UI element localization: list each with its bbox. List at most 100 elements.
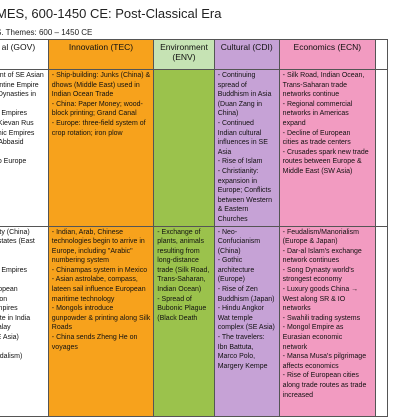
row1-cdi-cell: - Continuing spread of Buddhism in Asia … xyxy=(213,69,280,227)
header-env-line1: Environment xyxy=(160,42,208,52)
cell-line: along trade routes as trade xyxy=(282,382,367,389)
cell-line: network xyxy=(282,343,308,351)
cell-line: nent of SE Asian xyxy=(0,72,44,79)
cell-line: routes between Europe & xyxy=(282,158,362,166)
cell-line: - Christianity: xyxy=(217,167,259,175)
themes-table: al (GOV) Innovation (TEC) Environment (E… xyxy=(0,39,389,417)
header-tec: Innovation (TEC) xyxy=(47,39,155,70)
cell-line: resulting from xyxy=(157,247,200,255)
cell-line xyxy=(0,177,45,187)
header-cdi: Cultural (CDI) xyxy=(213,39,280,70)
cell-line xyxy=(0,247,45,257)
cell-line: trade (Silk Road, xyxy=(157,266,210,274)
cell-line: Trans-Saharan trade xyxy=(282,81,348,89)
cell-line: asty (China) xyxy=(0,228,30,236)
row1-env-cell xyxy=(153,69,215,227)
cell-line: SE Asia) xyxy=(0,334,19,342)
cell-line: - The travelers: xyxy=(217,334,265,342)
cell-line: lateen sail influence European xyxy=(51,286,146,294)
cell-line: networks in Americas xyxy=(282,110,349,118)
row2-ecn-cell: - Feudalism/Manorialism (Europe & Japan)… xyxy=(278,225,376,417)
cell-line: affects economics xyxy=(282,362,339,370)
cell-line: & Abbasid xyxy=(0,139,24,147)
cell-line: Middle East (SW Asia) xyxy=(282,167,353,175)
cell-line: (Europe & Japan) xyxy=(282,238,338,246)
cell-line: Marco Polo, xyxy=(217,353,256,361)
cell-line: - Exchange of xyxy=(157,228,201,236)
cell-line: Bubonic Plague xyxy=(157,305,207,313)
cell-line: Eurasian economic xyxy=(282,334,343,342)
cell-line: networks xyxy=(282,305,311,313)
cell-line: - China sends Zheng He on xyxy=(51,334,138,342)
cell-line: Margery Kempe xyxy=(217,362,268,370)
cell-line: - Song Dynasty world's xyxy=(282,266,355,274)
cell-line: omic Empires xyxy=(0,129,35,137)
cell-line: Ibn Battuta, xyxy=(217,343,254,351)
header-env-line2: (ENV) xyxy=(172,52,196,62)
cell-line: Malay xyxy=(0,324,11,332)
cell-line: gunpowder & printing along Silk xyxy=(51,314,151,322)
cell-line: long-distance xyxy=(157,257,199,265)
cell-line: g Dynasties in xyxy=(0,91,36,99)
cell-line: spread of xyxy=(217,81,247,89)
cell-line: Europe, including "Arabic" xyxy=(51,247,133,255)
cell-line: Confucianism xyxy=(217,238,261,246)
cell-line: ation xyxy=(0,295,8,303)
row1-gov-cell: nent of SE Asian zantine Empire g Dynastie… xyxy=(0,69,49,227)
cell-line: - Gothic xyxy=(217,257,243,265)
cell-line: - Silk Road, Indian Ocean, xyxy=(282,72,365,79)
row1-extra-cell xyxy=(374,69,389,227)
cell-line xyxy=(0,275,45,285)
cell-line: - Dar-al Islam's exchange xyxy=(282,247,362,255)
cell-line: technologies begin to arrive in xyxy=(51,238,145,246)
cell-line: - Indian, Arab, Chinese xyxy=(51,228,124,236)
row1-tec-cell: - Ship-building: Junks (China) & dhows (… xyxy=(47,69,155,227)
cell-line: Trans-Saharan, xyxy=(157,276,206,284)
cell-line: Roads xyxy=(51,324,73,332)
cell-line: crop rotation; iron plow xyxy=(51,129,123,137)
cell-line: ca Empires xyxy=(0,110,28,118)
cell-line: Asia xyxy=(217,148,232,156)
cell-line: numbering system xyxy=(51,257,109,265)
cell-line: Wat temple xyxy=(217,314,253,322)
cell-line xyxy=(0,148,45,158)
cell-line: dhows (Middle East) used in xyxy=(51,81,140,89)
cell-line: expand xyxy=(282,119,306,127)
cell-line: - Europe: three-field system of xyxy=(51,119,146,127)
cell-line: Indian Ocean) xyxy=(157,286,202,294)
cell-line: - Neo- xyxy=(217,228,238,236)
cell-line: uropean xyxy=(0,286,18,294)
cell-line: - China: Paper Money; wood- xyxy=(51,100,143,108)
cell-line: (Duan Zang in xyxy=(217,100,263,108)
cell-line: - Ship-building: Junks (China) & xyxy=(51,72,151,79)
cell-line: - Feudalism/Manorialism xyxy=(282,228,359,236)
cell-line: y-states (East xyxy=(0,238,35,246)
cell-line: - Spread of xyxy=(157,295,192,303)
row1-ecn-cell: - Silk Road, Indian Ocean, Trans-Saharan… xyxy=(278,69,376,227)
cell-line: Churches xyxy=(217,215,248,223)
cell-line: Indian cultural xyxy=(217,129,262,137)
cell-line: - Decline of European xyxy=(282,129,351,137)
row2-extra-cell xyxy=(374,225,389,417)
cell-line: China) xyxy=(217,110,239,118)
cell-line: maritime technology xyxy=(51,295,115,303)
cell-line xyxy=(0,362,45,372)
header-env: Environment (ENV) xyxy=(153,39,215,70)
cell-line: & Eastern xyxy=(217,206,249,214)
cell-line: - Regional commercial xyxy=(282,100,353,108)
header-row: al (GOV) Innovation (TEC) Environment (E… xyxy=(0,39,389,70)
cell-line: voyages xyxy=(51,343,78,351)
row-600-1200: nent of SE Asian zantine Empire g Dynastie… xyxy=(0,69,389,227)
cell-line: - Rise of Zen xyxy=(217,286,258,294)
cell-line: plants, animals xyxy=(157,238,204,246)
cell-line: - Swahili trading systems xyxy=(282,314,361,322)
subtitle-bar: S. Themes: 600 – 1450 CE xyxy=(0,27,400,39)
cell-line: - Mongols introduce xyxy=(51,305,114,313)
cell-line: - Continued xyxy=(217,119,254,127)
cell-line: West along SR & IO xyxy=(282,295,346,303)
cell-line: complex (SE Asia) xyxy=(217,324,275,332)
cell-line: block printing; Grand Canal xyxy=(51,110,137,118)
cell-line: zantine Empire xyxy=(0,81,39,89)
cell-line: eudalism) xyxy=(0,353,23,361)
cell-line: (Europe) xyxy=(217,276,245,284)
